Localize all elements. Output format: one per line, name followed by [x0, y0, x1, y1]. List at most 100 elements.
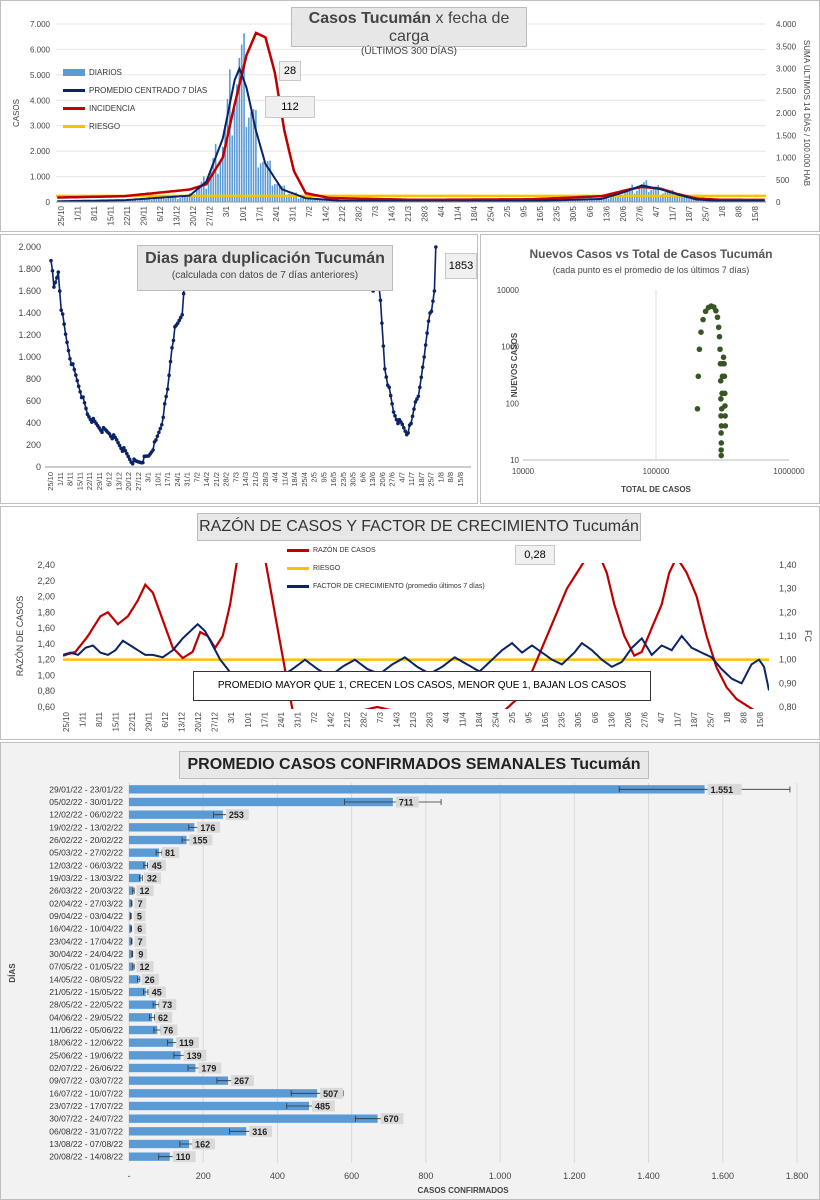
- cases-bar: [640, 184, 643, 202]
- weekly-value-label: 162: [195, 1140, 210, 1150]
- scatter-chart: 10000 100000 1000000 10 100 1000 10000 TOTAL DE…: [497, 286, 805, 494]
- cases-x-tick: 20/12: [189, 205, 198, 226]
- doubling-y-tick: 1.400: [18, 308, 41, 318]
- doubling-chart-subtitle: (calculada con datos de 7 días anteriore…: [171, 270, 359, 281]
- weekly-category-label: 19/02/22 - 13/02/22: [49, 822, 123, 832]
- scatter-point: [717, 346, 723, 353]
- doubling-x-tick: 14/3: [241, 472, 250, 487]
- cases-y-tick: 3.000: [30, 122, 51, 131]
- doubling-point: [429, 309, 434, 314]
- ratio-x-tick: 11/7: [673, 711, 682, 727]
- scatter-x-axis-label: TOTAL DE CASOS: [621, 485, 691, 494]
- cases-bar: [685, 194, 688, 202]
- cases-chart-title-rest: x fecha de carga: [388, 10, 510, 45]
- doubling-point: [72, 367, 77, 372]
- doubling-x-tick: 27/12: [134, 472, 143, 491]
- cases-x-tick: 6/6: [586, 205, 595, 217]
- doubling-point: [380, 321, 384, 325]
- cases-bar: [288, 193, 290, 202]
- cases-bar: [184, 195, 186, 202]
- cases-chart-legend: DIARIOS PROMEDIO CENTRADO 7 DÍAS INCIDEN…: [63, 63, 207, 135]
- weekly-value-label-bg: [189, 834, 213, 846]
- cases-x-tick: 25/4: [487, 205, 496, 221]
- doubling-point: [116, 440, 120, 445]
- cases-bar: [579, 200, 581, 202]
- weekly-category-label: 30/07/22 - 24/07/22: [49, 1114, 123, 1124]
- weekly-category-label: 14/05/22 - 08/05/22: [49, 974, 123, 984]
- cases-bar: [259, 163, 262, 202]
- cases-bar: [143, 198, 146, 202]
- doubling-point: [157, 430, 161, 435]
- cases-bar: [136, 200, 139, 202]
- doubling-x-tick: 7/3: [231, 472, 240, 482]
- weekly-category-label: 20/08/22 - 14/08/22: [49, 1152, 123, 1162]
- cases-bar: [269, 160, 271, 202]
- doubling-point: [141, 460, 145, 465]
- cases-bar: [153, 199, 155, 202]
- ratio-x-tick: 25/10: [62, 711, 71, 732]
- cases-bar: [673, 196, 676, 202]
- cases-bar: [124, 200, 127, 202]
- weekly-value-label-bg: [380, 1113, 404, 1125]
- doubling-point: [119, 446, 123, 451]
- legend-label: RIESGO: [89, 121, 121, 131]
- doubling-point: [418, 385, 422, 390]
- weekly-value-label: 5: [137, 912, 142, 922]
- ratio-x-tick: 17/1: [260, 711, 269, 727]
- cases-bar: [688, 199, 690, 202]
- doubling-point: [65, 340, 69, 345]
- doubling-point: [416, 394, 421, 399]
- cases-bar: [229, 69, 231, 202]
- ratio-x-tick: 9/5: [525, 711, 534, 723]
- weekly-category-label: 02/04/22 - 27/03/22: [49, 898, 123, 908]
- ratio-x-tick: 15/8: [756, 711, 765, 727]
- doubling-point: [396, 421, 400, 426]
- doubling-point: [88, 417, 93, 422]
- cases-x-tick: 4/7: [652, 205, 661, 217]
- cases-bar: [643, 182, 645, 202]
- doubling-point: [426, 319, 431, 323]
- ratio-x-tick: 1/8: [723, 711, 732, 723]
- doubling-point: [170, 345, 174, 350]
- weekly-value-label-bg: [141, 973, 159, 985]
- cases-bar: [318, 198, 321, 202]
- legend-label: RIESGO: [313, 564, 341, 572]
- ratio-y2-tick: 1,30: [779, 584, 797, 594]
- cases-bar: [285, 194, 288, 202]
- weekly-category-label: 04/06/22 - 29/05/22: [49, 1012, 123, 1022]
- weekly-value-label-bg: [197, 821, 221, 833]
- cases-x-tick: 7/3: [371, 205, 380, 217]
- doubling-point: [55, 276, 59, 280]
- ratio-x-tick: 6/12: [161, 711, 170, 727]
- cases-bar: [274, 184, 276, 202]
- weekly-value-label: 6: [137, 924, 142, 934]
- weekly-x-tick: -: [128, 1171, 131, 1181]
- doubling-x-tick: 4/4: [271, 472, 280, 482]
- weekly-value-label: 1.551: [711, 785, 734, 795]
- cases-bar: [295, 192, 297, 202]
- weekly-x-tick: 800: [418, 1171, 433, 1181]
- cases-x-tick: 20/6: [619, 205, 628, 221]
- cases-bar: [247, 117, 250, 202]
- ratio-x-tick: 25/7: [706, 711, 715, 727]
- weekly-value-label-bg: [136, 885, 154, 897]
- cases-chart-panel: 0 1.000 2.000 3.000 4.000 5.000 6.000 7.000 0 500…: [0, 0, 820, 232]
- doubling-point: [75, 378, 80, 383]
- weekly-value-label: 73: [162, 1000, 172, 1010]
- cases-bar: [704, 200, 707, 202]
- doubling-point: [155, 434, 160, 438]
- scatter-point: [718, 447, 724, 453]
- cases-bar: [681, 195, 683, 202]
- weekly-category-label: 21/05/22 - 15/05/22: [49, 987, 123, 997]
- cases-bar: [221, 146, 224, 202]
- cases-x-tick: 9/5: [520, 205, 529, 217]
- cases-bar: [155, 198, 158, 202]
- scatter-point: [717, 377, 724, 384]
- legend-item-riesgo: RIESGO: [287, 559, 485, 577]
- weekly-category-label: 28/05/22 - 22/05/22: [49, 1000, 123, 1010]
- ratio-x-tick: 21/3: [409, 711, 418, 727]
- weekly-category-label: 25/06/22 - 19/06/22: [49, 1050, 123, 1060]
- doubling-x-tick: 14/2: [202, 472, 211, 487]
- ratio-y-tick: 1,20: [37, 655, 55, 665]
- cases-bar: [588, 198, 591, 202]
